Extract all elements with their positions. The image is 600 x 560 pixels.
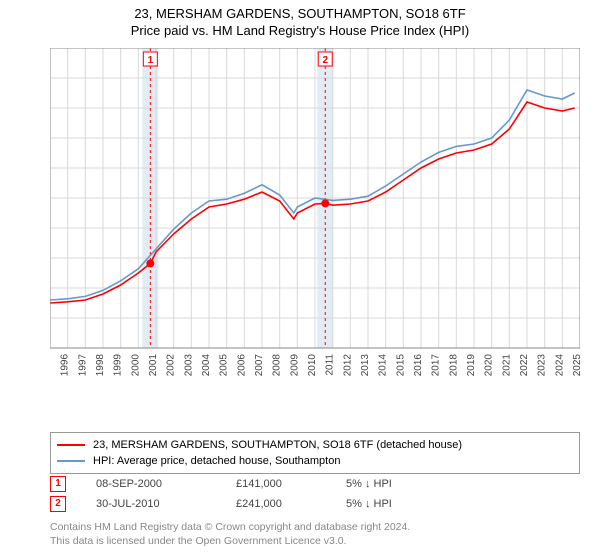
svg-text:1995: 1995 [50, 354, 53, 377]
svg-text:2016: 2016 [413, 354, 424, 377]
svg-text:2019: 2019 [466, 354, 477, 377]
svg-text:2004: 2004 [201, 354, 212, 377]
legend-swatch [57, 460, 85, 462]
callout-marker-icon: 1 [50, 476, 66, 492]
svg-text:1996: 1996 [60, 354, 71, 377]
svg-text:2014: 2014 [378, 354, 389, 377]
callout-date: 30-JUL-2010 [96, 498, 206, 510]
svg-text:2: 2 [322, 55, 328, 66]
callout-price: £241,000 [236, 498, 316, 510]
callout-pct: 5% ↓ HPI [346, 478, 392, 490]
svg-text:2003: 2003 [183, 354, 194, 377]
svg-text:2025: 2025 [572, 354, 580, 377]
svg-text:2020: 2020 [484, 354, 495, 377]
callout-pct: 5% ↓ HPI [346, 498, 392, 510]
svg-text:2013: 2013 [360, 354, 371, 377]
footer-text-1: Contains HM Land Registry data © Crown c… [50, 520, 580, 534]
svg-text:2015: 2015 [395, 354, 406, 377]
legend-swatch [57, 444, 85, 446]
svg-text:2009: 2009 [289, 354, 300, 377]
svg-text:2017: 2017 [431, 354, 442, 377]
footer-text-2: This data is licensed under the Open Gov… [50, 534, 580, 548]
callout-date: 08-SEP-2000 [96, 478, 206, 490]
price-chart: 12£0£50K£100K£150K£200K£250K£300K£350K£4… [50, 48, 580, 428]
svg-text:2011: 2011 [325, 354, 336, 376]
callout-row: 1 08-SEP-2000 £141,000 5% ↓ HPI [50, 474, 580, 494]
chart-title: 23, MERSHAM GARDENS, SOUTHAMPTON, SO18 6… [0, 6, 600, 21]
svg-text:2021: 2021 [501, 354, 512, 377]
svg-text:2002: 2002 [166, 354, 177, 377]
svg-text:1997: 1997 [77, 354, 88, 377]
svg-text:2007: 2007 [254, 354, 265, 377]
svg-text:2006: 2006 [236, 354, 247, 377]
legend-item: HPI: Average price, detached house, Sout… [57, 453, 573, 469]
svg-text:2005: 2005 [219, 354, 230, 377]
legend-item: 23, MERSHAM GARDENS, SOUTHAMPTON, SO18 6… [57, 437, 573, 453]
svg-text:2024: 2024 [554, 354, 565, 377]
svg-text:2000: 2000 [130, 354, 141, 377]
callout-price: £141,000 [236, 478, 316, 490]
svg-text:2008: 2008 [272, 354, 283, 377]
svg-text:2023: 2023 [537, 354, 548, 377]
svg-text:2001: 2001 [148, 354, 159, 377]
svg-text:1998: 1998 [95, 354, 106, 377]
svg-text:2018: 2018 [448, 354, 459, 377]
svg-text:1: 1 [148, 55, 154, 66]
legend-label: 23, MERSHAM GARDENS, SOUTHAMPTON, SO18 6… [93, 439, 462, 451]
svg-text:2010: 2010 [307, 354, 318, 377]
callout-marker-icon: 2 [50, 496, 66, 512]
svg-text:2012: 2012 [342, 354, 353, 377]
svg-text:1999: 1999 [113, 354, 124, 377]
legend-label: HPI: Average price, detached house, Sout… [93, 455, 340, 467]
legend: 23, MERSHAM GARDENS, SOUTHAMPTON, SO18 6… [50, 432, 580, 474]
svg-text:2022: 2022 [519, 354, 530, 377]
callout-row: 2 30-JUL-2010 £241,000 5% ↓ HPI [50, 494, 580, 514]
chart-subtitle: Price paid vs. HM Land Registry's House … [0, 23, 600, 38]
